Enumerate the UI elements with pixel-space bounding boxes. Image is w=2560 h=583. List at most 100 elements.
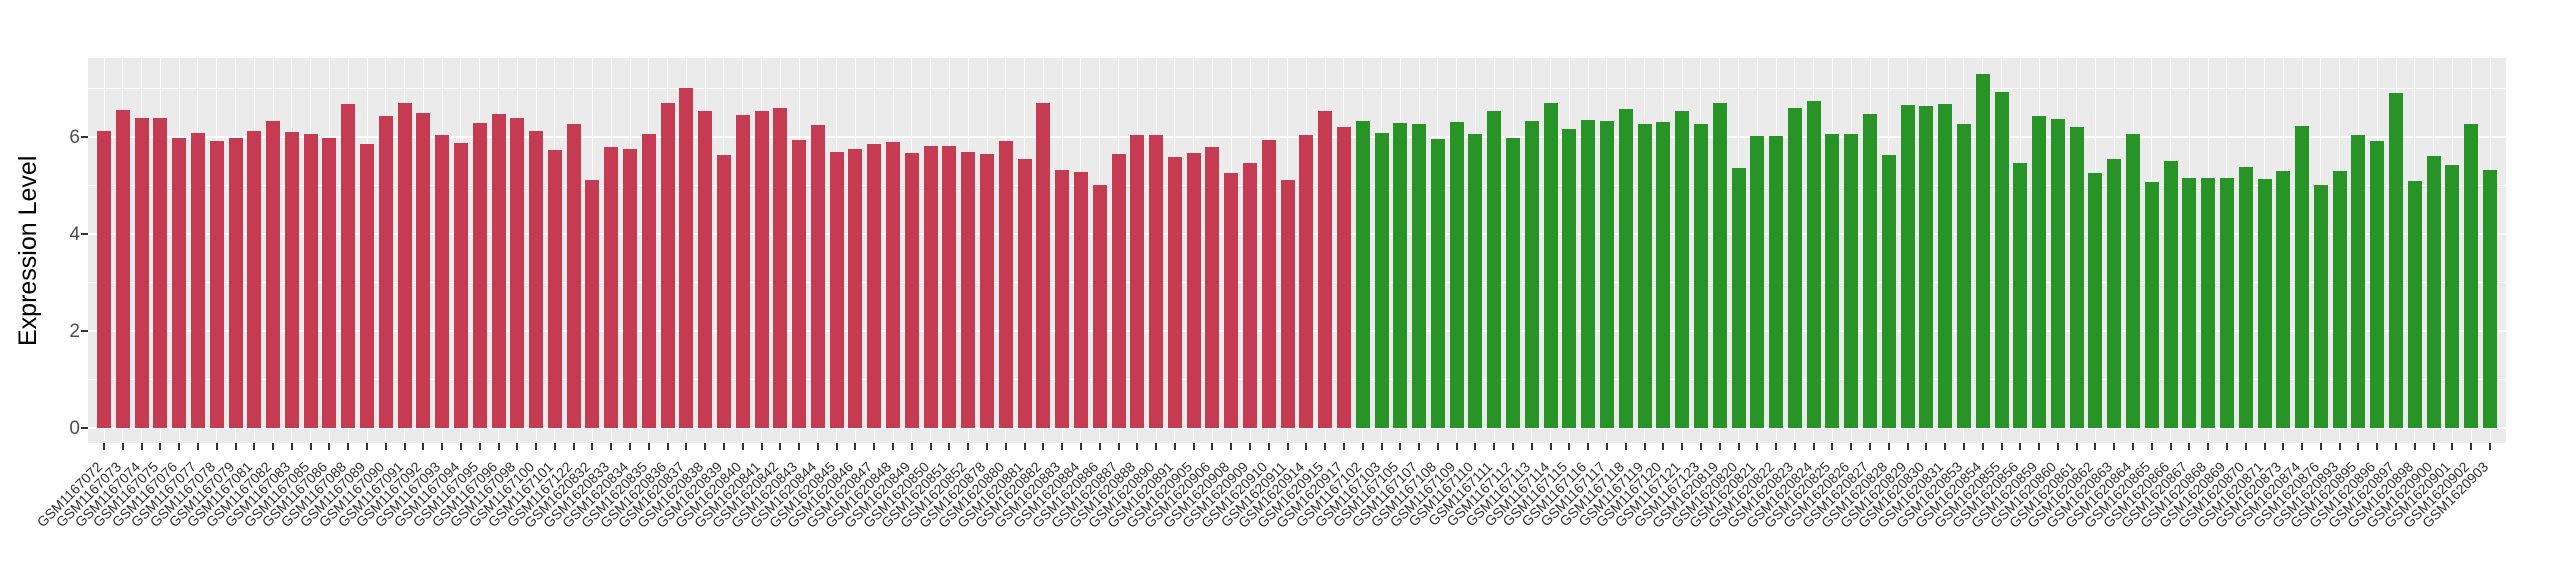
gridline-major bbox=[88, 232, 2506, 235]
x-tick-mark bbox=[2225, 443, 2228, 450]
bar-GSM1620841 bbox=[754, 111, 769, 428]
bar-GSM1167098 bbox=[510, 118, 525, 428]
bar-GSM1167120 bbox=[1656, 122, 1671, 428]
x-tick-mark bbox=[1211, 443, 1214, 450]
bar-GSM1620839 bbox=[716, 155, 731, 428]
x-tick-mark bbox=[1004, 443, 1007, 450]
bar-GSM1167077 bbox=[190, 132, 205, 428]
x-tick-mark bbox=[2094, 443, 2097, 450]
bar-GSM1167076 bbox=[172, 137, 187, 428]
bar-GSM1167112 bbox=[1506, 138, 1521, 428]
y-tick-label: 6 bbox=[69, 126, 80, 148]
bar-GSM1167121 bbox=[1675, 111, 1690, 428]
x-tick-mark bbox=[366, 443, 369, 450]
bar-GSM1620843 bbox=[792, 140, 807, 428]
bar-GSM1620820 bbox=[1731, 167, 1746, 428]
x-tick-mark bbox=[798, 443, 801, 450]
bar-GSM1620906 bbox=[1205, 146, 1220, 428]
bar-GSM1167114 bbox=[1543, 102, 1558, 428]
bar-GSM1167092 bbox=[416, 112, 431, 428]
x-tick-mark bbox=[2075, 443, 2078, 450]
x-tick-mark bbox=[892, 443, 895, 450]
x-tick-mark bbox=[1869, 443, 1872, 450]
bar-GSM1620834 bbox=[623, 148, 638, 428]
x-tick-mark bbox=[2432, 443, 2435, 450]
bar-GSM1620845 bbox=[829, 151, 844, 428]
x-tick-mark bbox=[2188, 443, 2191, 450]
plot-panel bbox=[88, 58, 2506, 443]
bar-GSM1620852 bbox=[961, 151, 976, 428]
x-tick-mark bbox=[1981, 443, 1984, 450]
x-tick-mark bbox=[384, 443, 387, 450]
x-tick-mark bbox=[1530, 443, 1533, 450]
bar-GSM1620827 bbox=[1863, 113, 1878, 428]
bar-GSM1620910 bbox=[1261, 139, 1276, 428]
x-tick-mark bbox=[2207, 443, 2210, 450]
x-tick-mark bbox=[121, 443, 124, 450]
gridline-minor bbox=[88, 88, 2506, 89]
bar-GSM1620917 bbox=[1336, 126, 1351, 428]
bar-GSM1620849 bbox=[904, 153, 919, 428]
bar-GSM1620902 bbox=[2464, 124, 2479, 428]
bar-GSM1620856 bbox=[2013, 162, 2028, 428]
bar-GSM1620831 bbox=[1938, 104, 1953, 428]
bar-GSM1620835 bbox=[641, 134, 656, 428]
x-tick-mark bbox=[685, 443, 688, 450]
x-tick-mark bbox=[741, 443, 744, 450]
bar-GSM1620890 bbox=[1149, 135, 1164, 428]
x-tick-mark bbox=[2319, 443, 2322, 450]
bar-GSM1167123 bbox=[1693, 124, 1708, 428]
bar-GSM1620866 bbox=[2163, 161, 2178, 428]
x-tick-mark bbox=[647, 443, 650, 450]
x-tick-mark bbox=[1962, 443, 1965, 450]
bar-GSM1620830 bbox=[1919, 105, 1934, 428]
bar-GSM1167078 bbox=[209, 140, 224, 428]
bar-GSM1167107 bbox=[1412, 124, 1427, 428]
x-tick-mark bbox=[1568, 443, 1571, 450]
x-tick-mark bbox=[704, 443, 707, 450]
x-tick-mark bbox=[1042, 443, 1045, 450]
bar-GSM1167094 bbox=[453, 142, 468, 428]
bar-GSM1167119 bbox=[1637, 124, 1652, 428]
x-tick-mark bbox=[2301, 443, 2304, 450]
x-tick-mark bbox=[253, 443, 256, 450]
x-tick-mark bbox=[159, 443, 162, 450]
bar-GSM1620915 bbox=[1318, 110, 1333, 428]
bar-GSM1167075 bbox=[153, 117, 168, 428]
y-tick-mark bbox=[81, 135, 88, 138]
x-tick-mark bbox=[1605, 443, 1608, 450]
x-tick-mark bbox=[2489, 443, 2491, 450]
y-tick-mark bbox=[81, 329, 88, 332]
bar-GSM1167110 bbox=[1468, 134, 1483, 428]
x-tick-mark bbox=[328, 443, 331, 450]
bar-GSM1620829 bbox=[1900, 105, 1915, 428]
x-tick-mark bbox=[1549, 443, 1552, 450]
bar-GSM1620895 bbox=[2351, 134, 2366, 428]
bar-GSM1620873 bbox=[2276, 171, 2291, 428]
bar-GSM1620823 bbox=[1787, 107, 1802, 428]
bar-GSM1167117 bbox=[1599, 120, 1614, 428]
bar-GSM1620851 bbox=[942, 146, 957, 428]
bar-GSM1620847 bbox=[867, 144, 882, 428]
bar-GSM1620897 bbox=[2389, 93, 2404, 428]
x-tick-mark bbox=[459, 443, 462, 450]
bar-GSM1620898 bbox=[2407, 181, 2422, 428]
x-tick-mark bbox=[497, 443, 500, 450]
bar-GSM1167074 bbox=[134, 117, 149, 428]
bar-GSM1620881 bbox=[1017, 159, 1032, 428]
bar-GSM1620859 bbox=[2032, 116, 2047, 428]
bar-GSM1620838 bbox=[698, 111, 713, 428]
x-tick-mark bbox=[1136, 443, 1139, 450]
x-tick-mark bbox=[1643, 443, 1646, 450]
x-tick-mark bbox=[403, 443, 406, 450]
x-tick-mark bbox=[1173, 443, 1176, 450]
x-tick-mark bbox=[1756, 443, 1759, 450]
x-tick-mark bbox=[816, 443, 819, 450]
y-tick-mark bbox=[81, 427, 88, 429]
bar-GSM1620868 bbox=[2201, 177, 2216, 428]
x-tick-mark bbox=[2132, 443, 2135, 450]
x-tick-mark bbox=[2038, 443, 2041, 450]
bar-GSM1620870 bbox=[2238, 166, 2253, 428]
x-tick-mark bbox=[1361, 443, 1364, 450]
bar-GSM1620914 bbox=[1299, 135, 1314, 428]
